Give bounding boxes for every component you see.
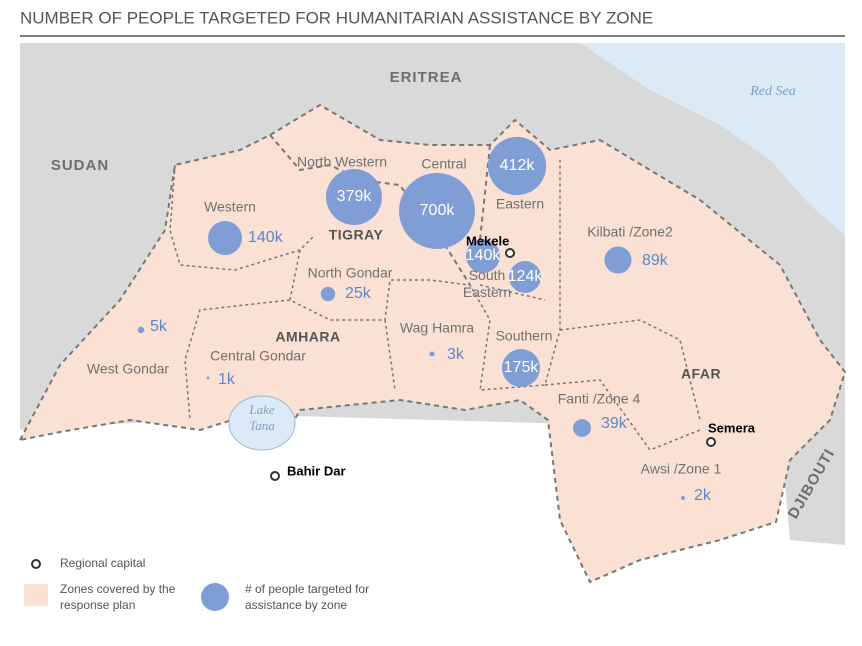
capital-label: Mekele: [466, 233, 509, 248]
zone-bubble: [487, 136, 547, 196]
value-label: 3k: [447, 346, 465, 363]
zone-name: Awsi /Zone 1: [641, 461, 722, 477]
value-label: 5k: [150, 318, 168, 335]
country-label: SUDAN: [51, 157, 109, 174]
zone-name: Southern: [496, 328, 553, 344]
legend-capital-symbol: [31, 559, 41, 569]
water-label: Red Sea: [749, 84, 795, 99]
water-label-box: Lake Tana: [249, 402, 275, 433]
sea: [580, 43, 845, 235]
lake: [228, 395, 296, 451]
value-label: 140k: [466, 247, 502, 264]
zone-name: Eastern: [496, 196, 544, 212]
capital-symbol: [270, 471, 280, 481]
zone-bubble: [680, 495, 686, 501]
zone-name: South Eastern: [462, 267, 512, 300]
water-label: Lake Tana: [249, 402, 275, 433]
zone-bubble: [573, 419, 591, 437]
zone-bubble: [320, 286, 336, 302]
capital-label: Bahir Dar: [287, 463, 346, 478]
zone-name: Western: [204, 199, 256, 215]
value-label: 700k: [420, 202, 456, 219]
region-label: AFAR: [681, 366, 721, 382]
zone-bubble: [208, 221, 242, 255]
legend-text: Regional capital: [60, 556, 146, 570]
zone-bubble: [399, 173, 475, 249]
value-label: 175k: [504, 359, 540, 376]
value-label: 412k: [500, 157, 536, 174]
value-label: 39k: [601, 415, 628, 432]
value-label: 124k: [508, 268, 544, 285]
legend-text: # of people targeted for assistance by z…: [245, 582, 370, 612]
zone-name: West Gondar: [87, 361, 170, 377]
legend-zone-swatch: [24, 584, 48, 606]
value-label: 25k: [345, 285, 372, 302]
legend-bubble: [201, 583, 229, 611]
zone-name: Central Gondar: [210, 348, 306, 364]
country-label: ERITREA: [390, 69, 463, 86]
zone-bubble: [429, 351, 435, 357]
capital-symbol: [706, 437, 716, 447]
region-label: AMHARA: [275, 329, 340, 345]
zone-bubble: [604, 246, 632, 274]
zone-name: Central: [421, 156, 466, 172]
value-label: 2k: [694, 487, 712, 504]
zone-name: Fanti /Zone 4: [558, 391, 641, 407]
zone-bubble: [326, 169, 382, 225]
value-label: 379k: [337, 188, 373, 205]
zone-borders: [169, 160, 701, 451]
zone-name: North Gondar: [308, 265, 393, 281]
map-title: NUMBER OF PEOPLE TARGETED FOR HUMANITARI…: [20, 8, 653, 27]
capital-label: Semera: [708, 420, 756, 435]
value-label: 140k: [248, 229, 284, 246]
zone-name: Kilbati /Zone2: [587, 224, 673, 240]
zone-name: Wag Hamra: [400, 320, 474, 336]
value-label: 89k: [642, 252, 669, 269]
zone-bubble: [466, 239, 500, 273]
zone-bubble: [137, 326, 145, 334]
zone-bubble: [206, 376, 210, 380]
legend-text: Zones covered by the response plan: [60, 582, 176, 612]
region-label: TIGRAY: [329, 227, 384, 243]
zone-bubble: [509, 261, 541, 293]
capital-symbol: [505, 248, 515, 258]
zone-name-box: South Eastern: [462, 267, 512, 300]
zone-bubble: [502, 349, 540, 387]
value-label: 1k: [218, 371, 236, 388]
zone-name: North Western: [297, 154, 387, 170]
